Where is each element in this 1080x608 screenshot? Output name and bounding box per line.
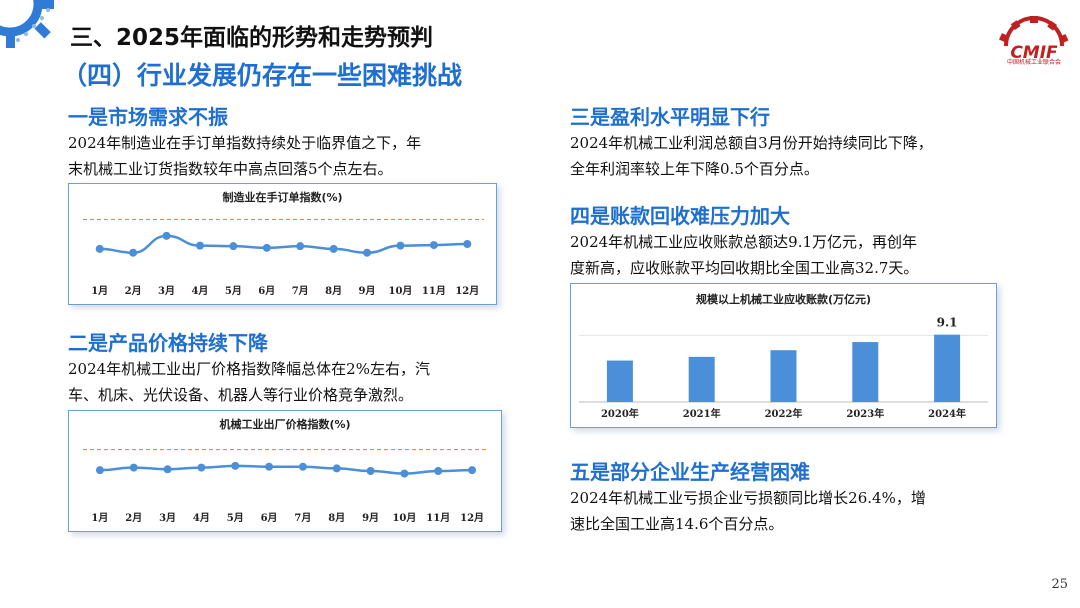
data-point	[329, 244, 338, 253]
x-tick-label: 7月	[292, 285, 309, 297]
x-tick-label: 2022年	[765, 407, 803, 420]
x-tick-label: 9月	[362, 512, 379, 524]
page-title: 三、2025年面临的形势和走势预判	[70, 25, 434, 51]
data-point	[195, 241, 204, 250]
cmif-logo: CMIF	[999, 16, 1069, 63]
section-4-heading: 四是账款回收难压力加大	[570, 204, 790, 228]
data-point	[95, 466, 104, 475]
data-point	[129, 248, 138, 257]
x-tick-label: 8月	[328, 512, 345, 524]
receivables-bar-chart: 规模以上机械工业应收账款(万亿元) 2020年 2021年 2022年 2023年 9.1…	[570, 283, 997, 428]
x-tick-label: 1月	[91, 512, 108, 524]
bar-chart-svg: 规模以上机械工业应收账款(万亿元) 2020年 2021年 2022年 2023年 9.1…	[579, 292, 988, 420]
data-point	[163, 465, 172, 474]
data-point	[429, 241, 438, 250]
price-index-line-chart: 机械工业出厂价格指数(%) 1月 2月 3月 4月 5月 6月 7月 8月 9月 10月 11月 12月	[68, 410, 502, 532]
logo-mark: CMIF	[1010, 43, 1058, 63]
x-tick-label: 10月	[392, 512, 416, 524]
x-tick-label: 5月	[225, 285, 242, 297]
x-tick-label: 7月	[294, 512, 311, 524]
data-point	[95, 244, 104, 253]
data-point	[366, 467, 375, 475]
section-4-line-1: 2024年机械工业应收账款总额达9.1万亿元，再创年	[570, 233, 918, 251]
page-number: 25	[1051, 577, 1068, 592]
bar	[770, 350, 797, 402]
series-line	[99, 234, 468, 254]
x-tick-label: 11月	[422, 285, 446, 297]
bar	[606, 360, 633, 402]
section-2-line-1: 2024年机械工业出厂价格指数降幅总体在2%左右，汽	[68, 360, 430, 378]
section-1-heading: 一是市场需求不振	[68, 105, 228, 129]
data-point	[298, 462, 307, 471]
data-point	[162, 231, 171, 240]
x-tick-label: 9月	[359, 285, 376, 297]
chart-title: 规模以上机械工业应收账款(万亿元)	[696, 292, 871, 306]
x-tick-label: 4月	[193, 512, 210, 524]
x-tick-label: 6月	[258, 285, 275, 297]
section-5-line-2: 速比全国工业高14.6个百分点。	[570, 515, 784, 533]
order-index-line-chart: 制造业在手订单指数(%) 1月 2月 3月 4月 5月 6月 7月 8月 9月 10月 11月 12月	[68, 183, 497, 305]
x-tick-label: 3月	[158, 285, 175, 297]
data-point	[129, 463, 138, 472]
data-point	[332, 464, 341, 473]
bar	[934, 334, 961, 402]
series-line	[99, 464, 473, 475]
section-3-heading: 三是盈利水平明显下行	[570, 105, 770, 129]
section-5-heading: 五是部分企业生产经营困难	[570, 460, 810, 484]
data-point	[396, 241, 405, 250]
logo-org-name: 中国机械工业联合会	[1006, 59, 1061, 66]
data-point	[229, 242, 238, 251]
x-tick-label: 12月	[460, 512, 484, 524]
x-tick-label: 6月	[261, 512, 278, 524]
data-point	[231, 461, 240, 470]
data-point	[197, 463, 206, 472]
x-tick-label: 5月	[227, 512, 244, 524]
x-tick-label: 10月	[388, 285, 412, 297]
chart-title: 机械工业出厂价格指数(%)	[219, 417, 350, 431]
data-point	[463, 240, 472, 248]
gear-decoration-icon	[0, 0, 54, 48]
section-3-line-1: 2024年机械工业利润总额自3月份开始持续同比下降，	[570, 134, 933, 152]
x-tick-label: 1月	[91, 285, 108, 297]
x-tick-label: 2月	[125, 285, 142, 297]
section-3-line-2: 全年利润率较上年下降0.5个百分点。	[570, 160, 819, 178]
bar	[852, 342, 879, 402]
section-5-line-1: 2024年机械工业亏损企业亏损额同比增长26.4%，增	[570, 489, 926, 507]
x-tick-label: 11月	[426, 512, 450, 524]
section-1-line-1: 2024年制造业在手订单指数持续处于临界值之下，年	[68, 134, 422, 152]
bar	[688, 356, 715, 402]
bar-value-label: 9.1	[937, 316, 958, 330]
x-tick-label: 2023年	[846, 407, 884, 420]
data-point	[265, 462, 274, 471]
data-point	[296, 242, 305, 251]
section-1-body: 2024年制造业在手订单指数持续处于临界值之下，年 末机械工业订货指数较年中高点…	[68, 130, 421, 182]
section-4-body: 2024年机械工业应收账款总额达9.1万亿元，再创年 度新高，应收账款平均回收期…	[570, 229, 918, 281]
section-2-body: 2024年机械工业出厂价格指数降幅总体在2%左右，汽 车、机床、光伏设备、机器人…	[68, 356, 430, 408]
line-chart-svg: 机械工业出厂价格指数(%) 1月 2月 3月 4月 5月 6月 7月 8月 9月 10月 11月 12月	[83, 417, 489, 524]
x-tick-label: 2月	[125, 512, 142, 524]
chart-title: 制造业在手订单指数(%)	[222, 190, 342, 204]
section-4-line-2: 度新高，应收账款平均回收期比全国工业高32.7天。	[570, 259, 919, 277]
x-tick-label: 2024年	[928, 407, 966, 420]
x-tick-label: 2020年	[601, 407, 639, 420]
x-tick-label: 8月	[325, 285, 342, 297]
x-tick-label: 12月	[455, 285, 479, 297]
section-5-body: 2024年机械工业亏损企业亏损额同比增长26.4%，增 速比全国工业高14.6个…	[570, 485, 926, 537]
section-2-line-2: 车、机床、光伏设备、机器人等行业价格竞争激烈。	[68, 386, 414, 404]
data-point	[434, 467, 443, 475]
data-point	[468, 466, 477, 475]
data-point	[400, 469, 409, 478]
data-point	[262, 243, 271, 252]
section-2-heading: 二是产品价格持续下降	[68, 331, 268, 355]
x-tick-label: 2021年	[683, 407, 721, 420]
data-point	[363, 248, 372, 257]
x-tick-label: 4月	[191, 285, 208, 297]
section-1-line-2: 末机械工业订货指数较年中高点回落5个点左右。	[68, 160, 393, 178]
section-3-body: 2024年机械工业利润总额自3月份开始持续同比下降， 全年利润率较上年下降0.5…	[570, 130, 933, 182]
line-chart-svg: 制造业在手订单指数(%) 1月 2月 3月 4月 5月 6月 7月 8月 9月 10月 11月 12月	[83, 190, 484, 297]
page-subtitle: （四）行业发展仍存在一些困难挑战	[62, 61, 463, 90]
x-tick-label: 3月	[159, 512, 176, 524]
